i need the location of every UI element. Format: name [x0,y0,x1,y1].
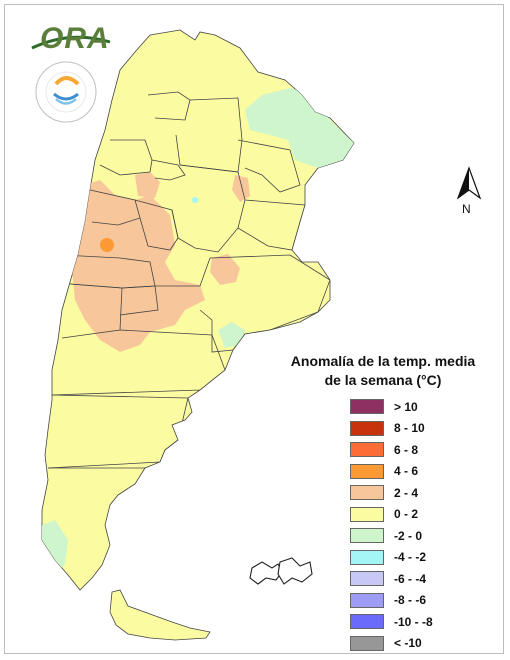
patch-cool-spot [192,197,198,203]
logo-swoosh [31,35,111,50]
legend-item: -8 - -6 [350,590,433,612]
legend-swatch [350,399,384,415]
patch-cool-south [42,520,68,578]
legend-swatch [350,614,384,630]
legend-label: 4 - 6 [394,464,419,479]
seal-logo [35,61,97,123]
legend-swatch [350,528,384,544]
patch-warm-pampa [210,254,240,285]
legend: > 10 8 - 10 6 - 8 4 - 6 2 - 4 0 - 2 -2 - 0 -4 -… [350,396,433,654]
north-arrow-icon [456,166,482,200]
province-boundaries [47,91,331,506]
legend-swatch [350,635,384,651]
legend-title: Anomalía de la temp. media de la semana … [268,352,498,390]
patch-warm-north [135,172,160,198]
legend-item: -2 - 0 [350,525,433,547]
argentina-mainland [41,29,355,591]
legend-item: > 10 [350,396,433,418]
legend-label: < -10 [394,636,422,651]
legend-item: 4 - 6 [350,461,433,483]
legend-label: > 10 [394,399,418,414]
legend-item: 2 - 4 [350,482,433,504]
patch-4to6 [100,238,114,252]
legend-label: 2 - 4 [394,485,419,500]
legend-swatch [350,420,384,436]
legend-item: < -10 [350,633,433,655]
legend-swatch [350,592,384,608]
legend-label: -2 - 0 [394,528,423,543]
legend-item: -6 - -4 [350,568,433,590]
patch-cool-northeast [245,88,354,168]
tierra-del-fuego [109,589,211,641]
legend-item: -4 - -2 [350,547,433,569]
islas-malvinas [249,557,313,585]
legend-swatch [350,549,384,565]
legend-title-line2: de la semana (°C) [324,372,442,388]
legend-swatch [350,463,384,479]
legend-label: -8 - -6 [394,593,427,608]
legend-swatch [350,442,384,458]
legend-title-line1: Anomalía de la temp. media [290,353,476,369]
legend-label: -10 - -8 [394,614,433,629]
patch-warm-west [72,180,205,352]
patch-warm-central [232,175,250,202]
north-label: N [462,202,471,216]
legend-label: 8 - 10 [394,421,425,436]
legend-item: 8 - 10 [350,418,433,440]
patch-cool-coast [218,322,245,348]
legend-label: 6 - 8 [394,442,419,457]
legend-item: -10 - -8 [350,611,433,633]
ora-logo-text: ORA [40,22,110,55]
legend-label: -6 - -4 [394,571,427,586]
legend-label: 0 - 2 [394,507,419,522]
legend-swatch [350,506,384,522]
legend-item: 0 - 2 [350,504,433,526]
legend-swatch [350,485,384,501]
legend-item: 6 - 8 [350,439,433,461]
legend-swatch [350,571,384,587]
legend-label: -4 - -2 [394,550,427,565]
anomaly-patches [42,88,354,578]
